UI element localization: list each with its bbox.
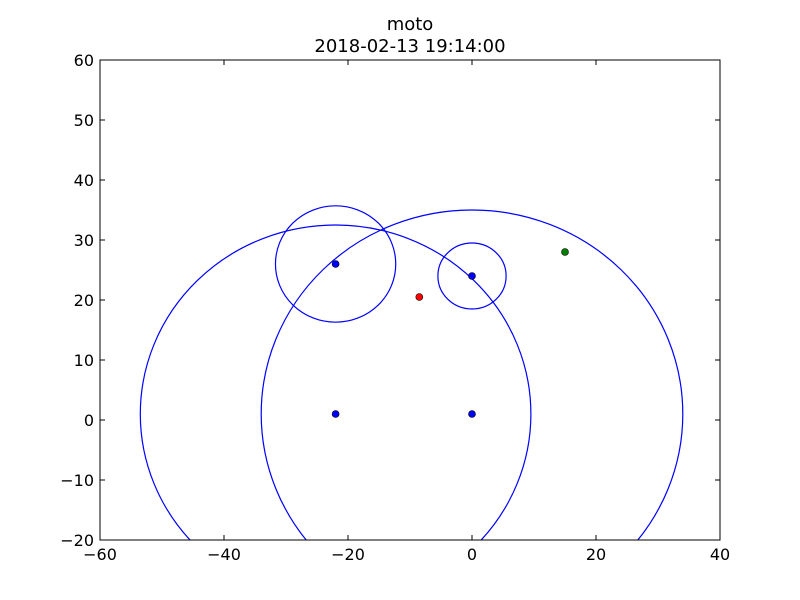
plot-frame [99,59,721,541]
y-tick-label: 0 [84,411,94,430]
y-tick-label: 30 [74,231,94,250]
y-tick-label: −10 [60,471,94,490]
y-tick-label: 60 [74,51,94,70]
range-circle [139,224,532,540]
chart-title: moto [387,14,434,35]
range-circle [260,209,684,540]
data-point [415,293,424,301]
circles-layer [139,205,684,540]
data-point [331,410,340,418]
x-tick-label: 40 [710,545,730,564]
data-point [468,272,476,280]
ticks-layer: −60 −40 −20 0 20 40 −20 −10 0 10 20 30 40 50 60 [60,51,730,564]
y-tick-label: −20 [60,531,94,550]
data-point [561,248,569,256]
chart-subtitle: 2018-02-13 19:14:00 [314,36,505,57]
data-point [331,260,340,268]
x-tick-label: 0 [467,545,477,564]
x-tick-label: −40 [207,545,241,564]
data-point [468,410,476,418]
x-tick-label: −60 [83,545,117,564]
range-circle [274,205,397,323]
x-tick-label: −20 [331,545,365,564]
y-tick-label: 20 [74,291,94,310]
y-tick-label: 50 [74,111,94,130]
points-layer [331,248,569,418]
y-tick-label: 10 [74,351,94,370]
y-tick-label: 40 [74,171,94,190]
range-circle [437,242,507,310]
x-tick-label: 20 [586,545,606,564]
